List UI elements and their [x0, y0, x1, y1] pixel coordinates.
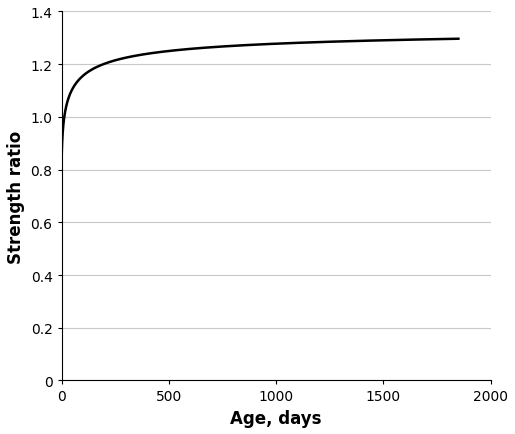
- X-axis label: Age, days: Age, days: [230, 409, 322, 427]
- Y-axis label: Strength ratio: Strength ratio: [7, 130, 25, 263]
